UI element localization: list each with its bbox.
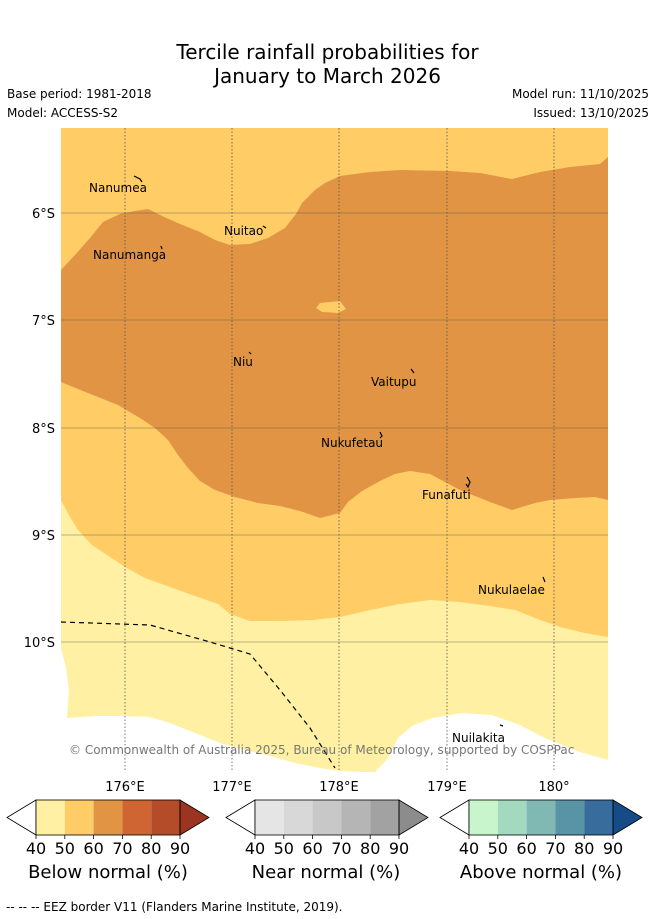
colorbar-near-seg-3	[312, 800, 342, 835]
colorbar-near-tick-label-90: 90	[389, 839, 409, 858]
eez-border	[60, 621, 336, 769]
label-nuilakita: Nuilakita	[452, 731, 505, 745]
colorbar-above-tick-label-60: 60	[516, 839, 536, 858]
colorbar-below-seg-1	[36, 800, 65, 835]
colorbar-below-tick-label-90: 90	[170, 839, 190, 858]
island-nuitao	[262, 225, 267, 229]
colorbar-near-low-extend	[225, 799, 256, 836]
colorbar-below-low-extend	[6, 799, 37, 836]
zone-patch	[316, 301, 346, 313]
colorbar-above-seg-4	[555, 800, 585, 835]
issued-date: Issued: 13/10/2025	[533, 106, 649, 120]
colorbar-below-high-extend	[179, 799, 210, 836]
lon-label-177: 177°E	[212, 780, 252, 795]
title-line-1: Tercile rainfall probabilities for	[176, 40, 479, 64]
lat-label-6: 6°S	[32, 207, 55, 222]
colorbar-near-tick-label-80: 80	[360, 839, 380, 858]
island-nuilakita	[499, 724, 504, 727]
eez-legend: -- -- -- EEZ border V11 (Flanders Marine…	[6, 900, 343, 914]
copyright-text: © Commonwealth of Australia 2025, Bureau…	[69, 743, 574, 757]
title-line-2: January to March 2026	[214, 64, 441, 88]
label-nanumanga: Nanumanga	[93, 248, 166, 262]
colorbar-below-tick-label-80: 80	[141, 839, 161, 858]
colorbar-below-seg-5	[151, 800, 180, 835]
island-nukulaelae	[542, 576, 546, 583]
colorbar-near-tick-label-50: 50	[274, 839, 294, 858]
zone-below-40	[61, 500, 608, 772]
label-nanumea: Nanumea	[89, 181, 147, 195]
label-funafuti: Funafuti	[422, 488, 471, 502]
island-nukufetau	[379, 431, 383, 439]
colorbar-near-tick-label-60: 60	[302, 839, 322, 858]
label-nuitao: Nuitao	[224, 224, 263, 238]
lat-label-10: 10°S	[24, 636, 55, 651]
lat-label-7: 7°S	[32, 314, 55, 329]
colorbar-above-seg-3	[526, 800, 556, 835]
colorbar-above-tick-label-50: 50	[488, 839, 508, 858]
colorbar-near-tick-label-70: 70	[331, 839, 351, 858]
colorbar-label-below: Below normal (%)	[28, 862, 188, 883]
island-nanumea	[133, 175, 143, 183]
gridlines	[61, 212, 608, 643]
colorbar-above-low-extend	[439, 799, 470, 836]
lat-label-8: 8°S	[32, 422, 55, 437]
colorbar-below-seg-2	[64, 800, 94, 835]
colorbar-below-tick-label-40: 40	[26, 839, 46, 858]
gridlines-lon	[124, 128, 555, 772]
label-nukufetau: Nukufetau	[321, 436, 383, 450]
colorbar-below-seg-4	[122, 800, 152, 835]
lon-label-178: 178°E	[319, 780, 359, 795]
colorbar-above-seg-5	[584, 800, 613, 835]
colorbar-above-tick-label-40: 40	[459, 839, 479, 858]
colorbar-label-above: Above normal (%)	[459, 862, 623, 883]
lat-label-9: 9°S	[32, 529, 55, 544]
colorbar-near-seg-5	[370, 800, 399, 835]
label-niu: Niu	[233, 355, 253, 369]
map-title: Tercile rainfall probabilities for Janua…	[0, 40, 655, 88]
colorbars: 40 50 60 70 80 90 40 50 60 70 80 90 40 50 60 70 80 90	[6, 799, 643, 858]
island-nanumanga	[160, 245, 163, 250]
colorbar-below-seg-3	[93, 800, 123, 835]
colorbar-near-seg-4	[341, 800, 371, 835]
probability-field	[61, 128, 608, 772]
colorbar-above-outline	[468, 799, 614, 836]
lon-label-179: 179°E	[427, 780, 467, 795]
model-run: Model run: 11/10/2025	[511, 87, 649, 101]
colorbar-above-tick-label-80: 80	[574, 839, 594, 858]
model-name: Model: ACCESS-S2	[7, 106, 119, 120]
base-period: Base period: 1981-2018	[7, 87, 152, 101]
colorbar-near-outline	[254, 799, 400, 836]
colorbar-label-near: Near normal (%)	[251, 862, 401, 883]
colorbar-below-tick-label-70: 70	[112, 839, 132, 858]
colorbar-below-tick-label-60: 60	[83, 839, 103, 858]
island-vaitupu	[410, 368, 415, 374]
label-vaitupu: Vaitupu	[371, 375, 417, 389]
islands	[133, 175, 546, 727]
colorbar-near-tick-label-40: 40	[245, 839, 265, 858]
colorbar-above-tick-label-90: 90	[603, 839, 623, 858]
label-nukulaelae: Nukulaelae	[478, 583, 545, 597]
colorbar-above-seg-2	[497, 800, 527, 835]
colorbar-above-seg-1	[469, 800, 498, 835]
colorbar-near-seg-1	[255, 800, 284, 835]
colorbar-below-tick-label-50: 50	[55, 839, 75, 858]
zone-white-sw	[61, 648, 375, 772]
island-funafuti	[465, 476, 471, 489]
lon-label-180: 180°	[538, 780, 569, 795]
colorbar-above-high-extend	[612, 799, 643, 836]
colorbar-near-high-extend	[398, 799, 429, 836]
island-niu	[248, 351, 252, 355]
colorbar-above-tick-label-70: 70	[545, 839, 565, 858]
colorbar-near-seg-2	[283, 800, 313, 835]
colorbar-below-outline	[35, 799, 181, 836]
lon-label-176: 176°E	[105, 780, 145, 795]
zone-white-se	[375, 713, 608, 772]
